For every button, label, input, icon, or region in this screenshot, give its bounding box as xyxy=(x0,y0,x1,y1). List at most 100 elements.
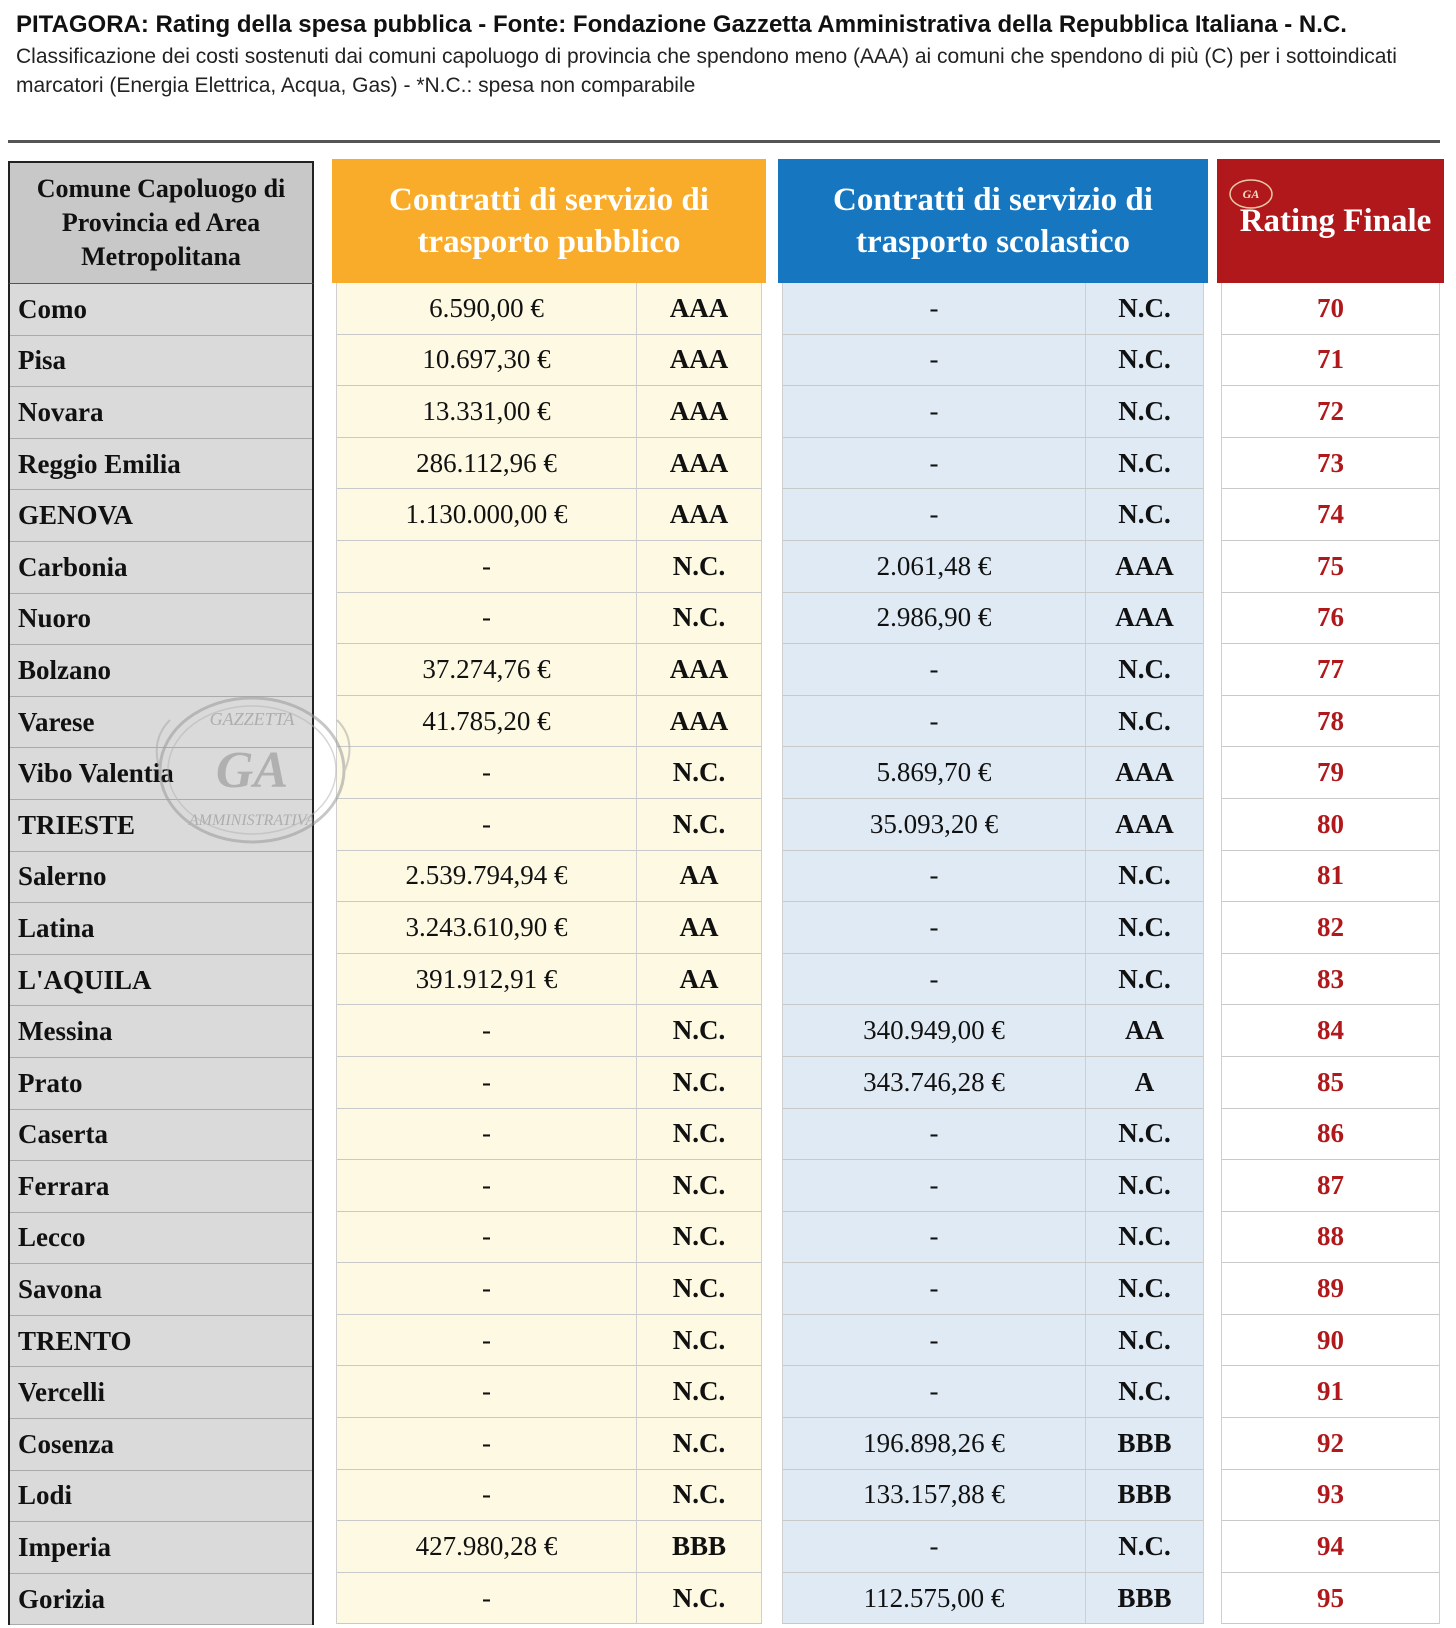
table-row: Lecco xyxy=(10,1213,312,1265)
final-rating: 95 xyxy=(1317,1582,1344,1613)
final-rating: 86 xyxy=(1317,1118,1344,1149)
public-transport-grade: N.C. xyxy=(672,757,726,788)
table-row: - N.C. xyxy=(337,1366,761,1419)
table-row: Ferrara xyxy=(10,1161,312,1213)
school-transport-amount: - xyxy=(783,386,1086,437)
school-transport-amount: - xyxy=(783,1314,1086,1366)
public-transport-amount: - xyxy=(337,1469,637,1521)
final-rating: 88 xyxy=(1317,1221,1344,1252)
table-row: - N.C. xyxy=(337,592,761,645)
table-row: Prato xyxy=(10,1058,312,1110)
table-row: 5.869,70 € AAA xyxy=(783,747,1203,799)
table-row: Vibo Valentia xyxy=(10,748,312,800)
final-rating: 82 xyxy=(1317,911,1344,942)
public-transport-grade: N.C. xyxy=(672,1015,726,1046)
public-transport-amount: - xyxy=(337,1005,637,1056)
city-name: Latina xyxy=(18,912,95,943)
public-transport-grade: BBB xyxy=(671,1531,727,1562)
rating-header-label: Rating Finale xyxy=(1239,203,1432,239)
final-rating: 89 xyxy=(1317,1273,1344,1304)
school-transport-amount: 343.746,28 € xyxy=(783,1056,1086,1108)
table-row: - N.C. xyxy=(337,1005,761,1057)
school-transport-grade: N.C. xyxy=(1118,1221,1171,1252)
table-row: 133.157,88 € BBB xyxy=(783,1469,1203,1522)
table-row: - N.C. xyxy=(337,747,761,799)
final-rating: 71 xyxy=(1317,344,1344,375)
table-row: Como xyxy=(10,284,312,336)
school-transport-amount: 2.061,48 € xyxy=(783,540,1086,592)
school-transport-amount: - xyxy=(783,644,1086,695)
city-name: Lecco xyxy=(18,1222,86,1253)
public-transport-grade: AAA xyxy=(669,447,729,478)
school-transport-grade: N.C. xyxy=(1118,395,1171,426)
public-transport-grade: AA xyxy=(679,963,719,994)
public-transport-grade: AAA xyxy=(669,705,729,736)
table-row: - N.C. xyxy=(783,695,1203,748)
svg-text:GA: GA xyxy=(1243,187,1260,201)
school-transport-grade: N.C. xyxy=(1118,860,1171,891)
public-transport-grade: AAA xyxy=(669,653,729,684)
table-row: - N.C. xyxy=(783,1211,1203,1264)
school-transport-grade: N.C. xyxy=(1118,1169,1171,1200)
city-name: Lodi xyxy=(18,1480,73,1511)
final-rating: 74 xyxy=(1317,499,1344,530)
school-transport-amount: 2.986,90 € xyxy=(783,592,1086,644)
table-row: 112.575,00 € BBB xyxy=(783,1572,1203,1625)
table-row: Reggio Emilia xyxy=(10,439,312,491)
table-row: - N.C. xyxy=(783,386,1203,438)
public-transport-amount: 2.539.794,94 € xyxy=(337,850,637,902)
public-transport-amount: - xyxy=(337,747,637,798)
table-row: 35.093,20 € AAA xyxy=(783,798,1203,851)
school-transport-grade: N.C. xyxy=(1118,292,1171,323)
table-row: GENOVA xyxy=(10,490,312,542)
table-row: - N.C. xyxy=(783,1366,1203,1419)
city-name: Imperia xyxy=(18,1532,111,1563)
school-transport-header: Contratti di servizio di trasporto scola… xyxy=(778,159,1208,283)
svg-text:GA: GA xyxy=(216,742,288,799)
school-transport-grade: N.C. xyxy=(1118,1531,1171,1562)
final-rating: 84 xyxy=(1317,1015,1344,1046)
table-row: 80 xyxy=(1222,799,1439,851)
city-name: Caserta xyxy=(18,1119,108,1150)
table-row: 2.061,48 € AAA xyxy=(783,540,1203,593)
school-transport-grade: N.C. xyxy=(1118,963,1171,994)
public-transport-amount: - xyxy=(337,540,637,592)
table-row: 71 xyxy=(1222,335,1439,387)
ga-logo-icon: GA xyxy=(1229,179,1273,209)
public-transport-amount: - xyxy=(337,1160,637,1211)
table-row: - N.C. xyxy=(783,1314,1203,1367)
table-row: - N.C. xyxy=(783,1521,1203,1573)
school-transport-amount: - xyxy=(783,334,1086,386)
table-row: 74 xyxy=(1222,489,1439,541)
final-rating: 85 xyxy=(1317,1066,1344,1097)
public-transport-grade: N.C. xyxy=(672,602,726,633)
public-transport-amount: 41.785,20 € xyxy=(337,695,637,747)
table-row: - N.C. xyxy=(783,489,1203,541)
table-row: - N.C. xyxy=(337,1418,761,1470)
rating-column: GA Rating Finale 70 71 72 73 74 75 76 77 78 79 80 8… xyxy=(1217,159,1444,1625)
city-name: Varese xyxy=(18,706,95,737)
public-transport-grade: N.C. xyxy=(672,1324,726,1355)
table-row: 13.331,00 € AAA xyxy=(337,386,761,438)
table-row: 37.274,76 € AAA xyxy=(337,644,761,696)
table-row: 87 xyxy=(1222,1160,1439,1212)
table-row: - N.C. xyxy=(783,902,1203,954)
city-name: Savona xyxy=(18,1274,103,1305)
table-row: 2.986,90 € AAA xyxy=(783,592,1203,645)
city-name: Gorizia xyxy=(18,1583,105,1614)
final-rating: 76 xyxy=(1317,602,1344,633)
public-transport-amount: 286.112,96 € xyxy=(337,437,637,489)
table-row: 343.746,28 € A xyxy=(783,1056,1203,1109)
school-transport-amount: - xyxy=(783,1108,1086,1160)
school-transport-grade: N.C. xyxy=(1118,499,1171,530)
table-row: Imperia xyxy=(10,1522,312,1574)
svg-text:AMMINISTRATIVA: AMMINISTRATIVA xyxy=(188,812,315,829)
table-row: 340.949,00 € AA xyxy=(783,1005,1203,1057)
table-row: - N.C. xyxy=(337,1314,761,1367)
table-row: 94 xyxy=(1222,1521,1439,1573)
city-name: Novara xyxy=(18,396,104,427)
school-transport-grade: N.C. xyxy=(1118,1273,1171,1304)
rating-rows: 70 71 72 73 74 75 76 77 78 79 80 81 82 83 84 85 86 87 88 89… xyxy=(1221,283,1440,1625)
final-rating: 75 xyxy=(1317,550,1344,581)
public-transport-amount: - xyxy=(337,1211,637,1263)
